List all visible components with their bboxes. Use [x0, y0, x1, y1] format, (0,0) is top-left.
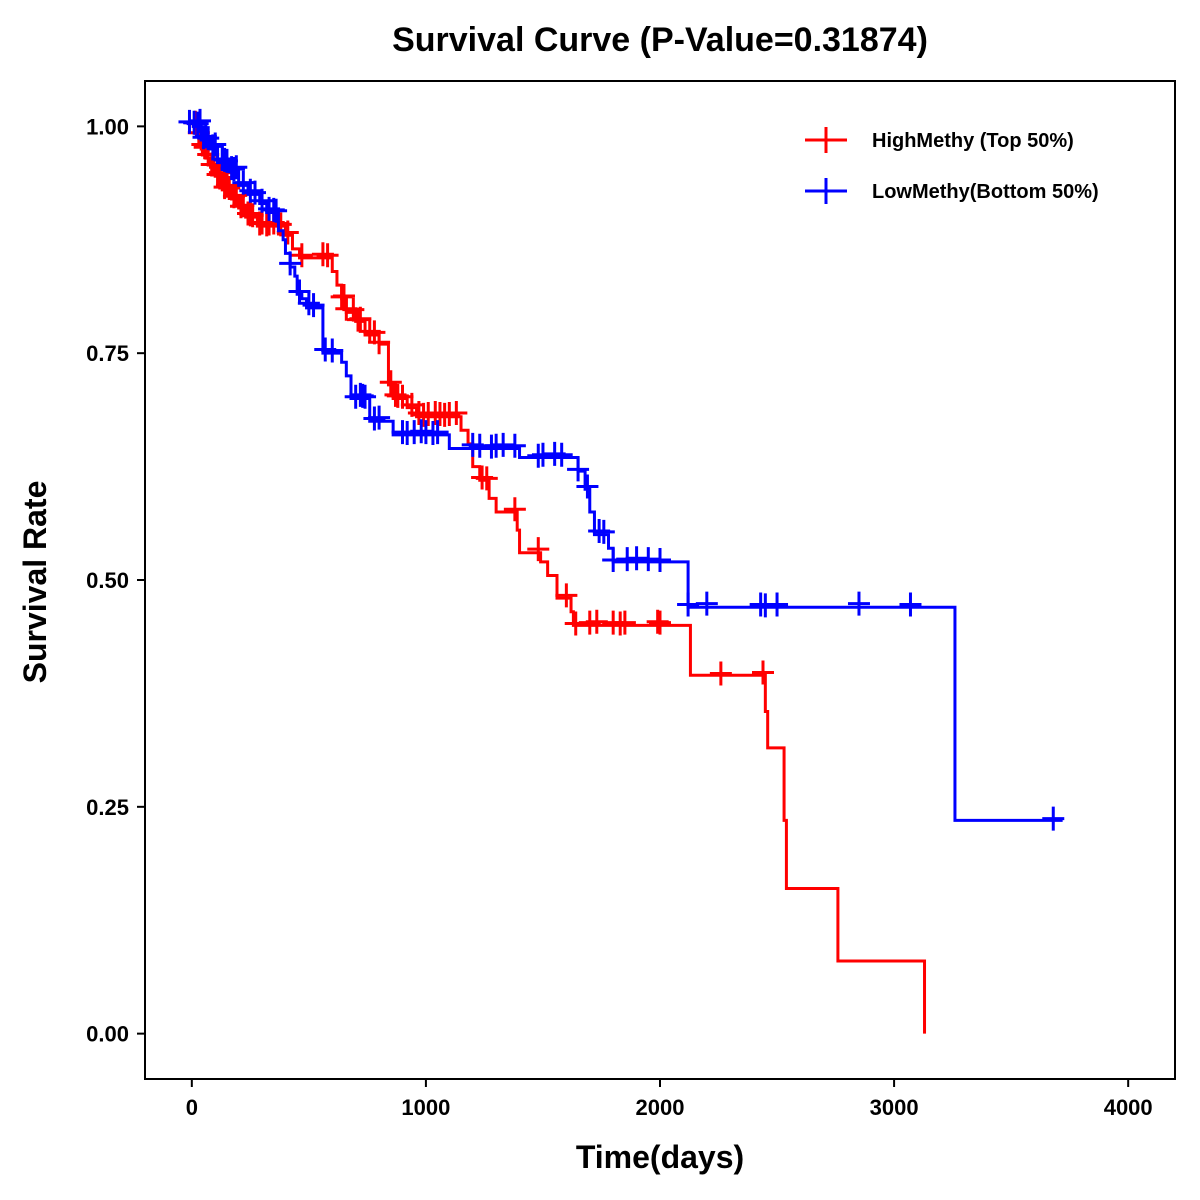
- x-axis-label: Time(days): [576, 1139, 744, 1175]
- censor-mark: [1042, 806, 1065, 831]
- censor-mark: [239, 178, 262, 203]
- x-tick-label: 2000: [636, 1095, 685, 1120]
- legend-swatch: [805, 127, 847, 153]
- censor-mark: [201, 134, 224, 159]
- y-tick-label: 0.50: [86, 568, 129, 593]
- censor-mark: [354, 384, 377, 409]
- series-1: [178, 108, 1065, 831]
- censor-mark: [555, 583, 578, 608]
- censor-mark: [363, 320, 386, 345]
- censor-mark: [189, 108, 212, 133]
- x-axis: 0 1000 2000 3000 4000: [186, 1079, 1153, 1120]
- censor-mark: [225, 155, 248, 180]
- censor-mark: [766, 592, 789, 617]
- censor-mark: [503, 497, 526, 522]
- censor-mark: [475, 466, 498, 491]
- censor-mark: [186, 111, 209, 136]
- y-axis: 0.00 0.25 0.50 0.75 1.00: [86, 114, 145, 1047]
- censor-mark: [752, 660, 774, 685]
- censor-mark: [695, 591, 718, 616]
- y-tick-label: 0.25: [86, 795, 129, 820]
- censor-mark: [379, 370, 402, 395]
- censor-mark: [222, 157, 245, 182]
- censor-mark: [847, 591, 870, 616]
- censor-mark: [302, 293, 325, 318]
- censor-mark: [332, 284, 355, 309]
- censor-mark: [368, 405, 391, 430]
- legend-swatch: [805, 178, 847, 204]
- y-axis-label: Survival Rate: [17, 481, 53, 684]
- censor-mark: [206, 162, 229, 187]
- legend-item: LowMethy(Bottom 50%): [805, 178, 1099, 204]
- censor-mark: [649, 610, 671, 635]
- censor-mark: [649, 548, 671, 573]
- series-0: [184, 110, 927, 1034]
- censor-mark: [265, 198, 288, 223]
- censor-mark: [527, 537, 550, 562]
- censor-mark: [677, 592, 700, 617]
- x-tick-label: 4000: [1104, 1095, 1153, 1120]
- chart-title: Survival Curve (P-Value=0.31874): [392, 21, 928, 59]
- censor-mark: [204, 132, 227, 157]
- x-tick-label: 1000: [401, 1095, 450, 1120]
- censor-mark: [316, 243, 339, 268]
- censor-mark: [503, 433, 526, 458]
- legend-label: HighMethy (Top 50%): [872, 130, 1074, 152]
- legend-label: LowMethy(Bottom 50%): [872, 181, 1099, 203]
- series-layer: [178, 108, 1065, 1034]
- censor-mark: [576, 474, 599, 499]
- y-tick-label: 0.75: [86, 341, 129, 366]
- censor-mark: [445, 401, 468, 426]
- censor-mark: [297, 291, 320, 316]
- x-tick-label: 3000: [870, 1095, 919, 1120]
- legend: HighMethy (Top 50%) LowMethy(Bottom 50%): [805, 127, 1099, 204]
- legend-item: HighMethy (Top 50%): [805, 127, 1074, 153]
- censor-mark: [368, 330, 391, 355]
- censor-mark: [550, 442, 573, 467]
- y-tick-label: 1.00: [86, 114, 129, 139]
- censor-mark: [567, 457, 590, 482]
- censor-mark: [279, 251, 302, 276]
- censor-mark: [276, 220, 299, 245]
- censor-mark: [321, 338, 344, 363]
- censor-mark: [899, 592, 922, 617]
- y-tick-label: 0.00: [86, 1022, 129, 1047]
- censor-mark: [592, 519, 615, 544]
- censor-mark: [290, 243, 313, 268]
- censor-mark: [613, 610, 636, 635]
- censor-mark: [709, 661, 732, 686]
- censor-mark: [288, 279, 311, 304]
- x-tick-label: 0: [186, 1095, 198, 1120]
- censor-mark: [426, 420, 449, 445]
- censor-mark: [349, 306, 372, 331]
